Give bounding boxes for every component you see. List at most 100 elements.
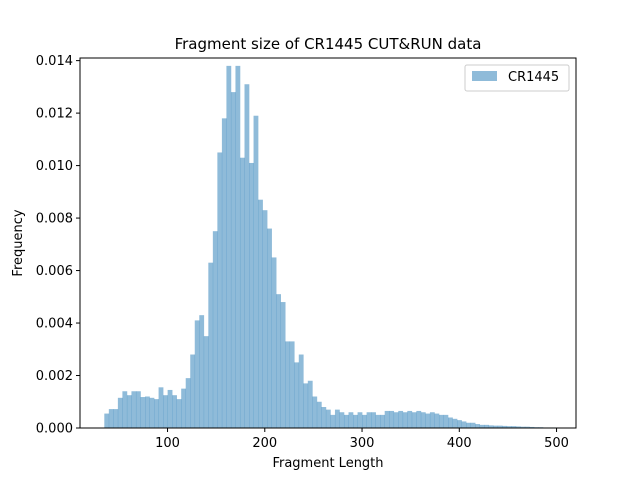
y-axis-title: Frequency (11, 209, 26, 276)
histogram-bar (438, 414, 444, 428)
histogram-bar (276, 294, 281, 428)
histogram-bar (230, 92, 236, 429)
histogram-bar (316, 401, 322, 428)
histogram-bar (502, 425, 508, 428)
histogram-bar (285, 341, 291, 428)
histogram-bar (154, 399, 159, 428)
legend: CR1445 (464, 64, 570, 92)
histogram-bar (104, 413, 110, 428)
x-tick-label: 300 (350, 436, 375, 451)
x-axis-ticks: 100 200 300 400 500 (155, 428, 569, 451)
histogram-bar (271, 257, 277, 428)
legend-label: CR1445 (508, 70, 559, 85)
histogram-bar (343, 414, 349, 428)
histogram-bar (348, 412, 354, 428)
histogram-bar (212, 231, 218, 428)
histogram-bar (411, 412, 417, 428)
histogram-bar (145, 396, 150, 428)
histogram-bar (393, 412, 399, 428)
histogram-bar (420, 412, 426, 428)
plot-frame (79, 57, 577, 429)
histogram-bar (135, 391, 141, 428)
histogram-bar (307, 380, 313, 428)
x-tick-label: 400 (447, 436, 472, 451)
histogram-bar (443, 414, 449, 428)
y-axis-ticks: 0.000 0.002 0.004 0.006 0.008 0.010 0.012 0.014 (36, 54, 80, 437)
histogram-bars (104, 65, 557, 429)
histogram-bar (384, 410, 390, 428)
histogram-bar (416, 410, 422, 428)
histogram-bar (126, 395, 132, 428)
histogram-bar (493, 425, 499, 428)
histogram-bar (357, 412, 363, 428)
histogram-bar (140, 397, 146, 428)
histogram-bar (149, 397, 155, 428)
histogram-bar (520, 426, 526, 428)
histogram-bar (524, 426, 530, 428)
histogram-bar (497, 425, 503, 428)
histogram-bar (221, 118, 227, 428)
histogram-bar (108, 409, 114, 428)
histogram-bar (294, 362, 300, 428)
histogram-bar (194, 320, 200, 428)
histogram-bar (380, 414, 385, 428)
y-tick-label: 0.006 (36, 264, 73, 279)
histogram-bar (448, 417, 453, 428)
histogram-bar (117, 397, 123, 428)
histogram-bar (203, 336, 209, 428)
histogram-bar (167, 389, 173, 428)
histogram-bar (362, 414, 367, 428)
y-tick-label: 0.010 (36, 159, 73, 174)
histogram-bar (199, 315, 205, 428)
x-tick-label: 100 (155, 436, 180, 451)
histogram-bar (529, 426, 535, 428)
histogram-bar (122, 391, 128, 428)
histogram-bar (339, 412, 345, 428)
histogram-bar (113, 409, 119, 428)
histogram-bar (185, 378, 191, 428)
y-tick-label: 0.000 (36, 422, 73, 437)
histogram-bar (280, 302, 286, 428)
histogram-bar (484, 424, 490, 428)
histogram-bar (366, 412, 372, 428)
histogram-bar (353, 414, 358, 428)
histogram-bar (334, 409, 340, 428)
histogram-bar (298, 354, 304, 428)
histogram-bar (226, 65, 232, 428)
histogram-bar (181, 388, 187, 428)
y-tick-label: 0.012 (36, 107, 73, 122)
histogram-bar (398, 410, 404, 428)
histogram-bar (466, 422, 471, 428)
histogram-bar (208, 262, 214, 428)
histogram-bar (407, 410, 413, 428)
histogram-bar (479, 424, 485, 428)
y-tick-label: 0.004 (36, 317, 73, 332)
histogram-bar (289, 341, 295, 428)
histogram-bar (163, 395, 168, 428)
histogram-bar (249, 162, 254, 428)
histogram-bar (425, 413, 431, 428)
histogram-bar (217, 152, 223, 428)
histogram-bar (470, 422, 476, 428)
histogram-bar (457, 420, 462, 428)
histogram-bar (258, 199, 263, 428)
histogram-bar (488, 425, 494, 428)
chart-title: Fragment size of CR1445 CUT&RUN data (175, 35, 482, 53)
histogram-bar (190, 354, 196, 428)
histogram-bar (312, 396, 318, 428)
histogram-bar (452, 418, 458, 428)
histogram-bar (253, 115, 259, 428)
x-tick-label: 500 (544, 436, 569, 451)
histogram-bar (239, 157, 245, 428)
histogram-bar (402, 412, 408, 428)
histogram-bar (267, 228, 272, 428)
histogram-bar (172, 395, 177, 428)
histogram-bar (511, 426, 517, 428)
histogram-bar (461, 421, 467, 428)
histogram-bar (375, 414, 381, 428)
histogram-bar (434, 413, 440, 428)
x-tick-label: 200 (252, 436, 277, 451)
y-tick-label: 0.002 (36, 369, 73, 384)
legend-swatch (472, 71, 497, 81)
